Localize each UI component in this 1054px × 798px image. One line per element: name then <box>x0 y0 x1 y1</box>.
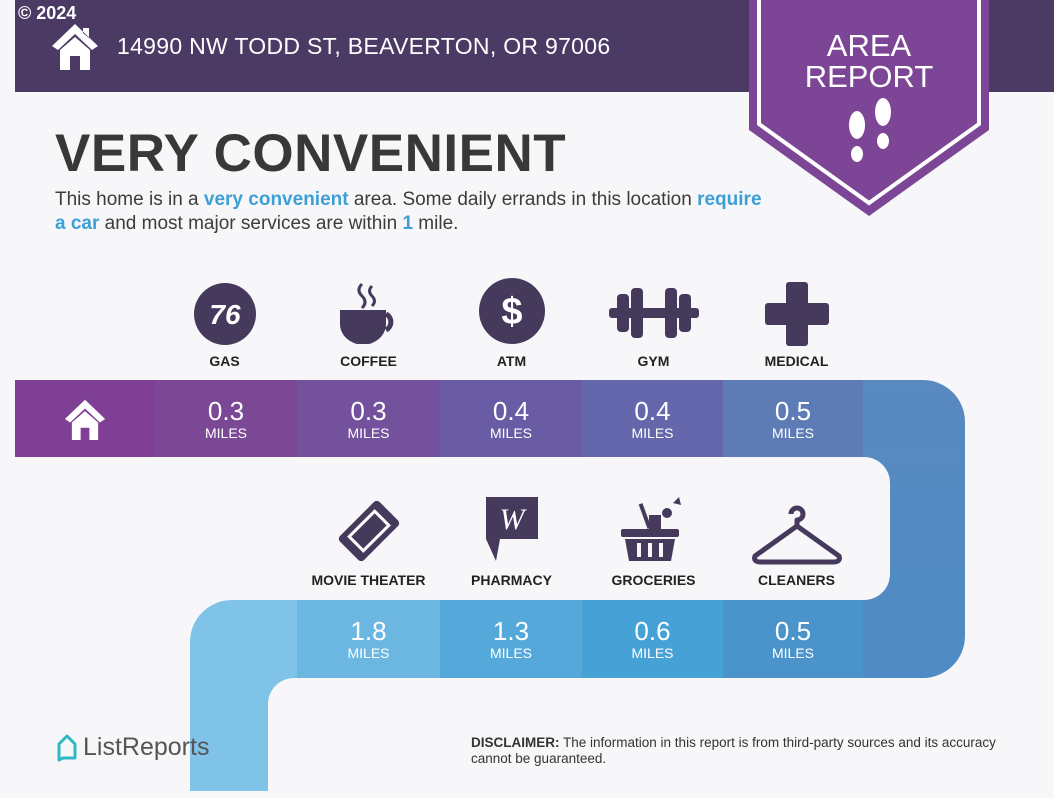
badge-line2: REPORT <box>804 59 934 94</box>
gas-distance: 0.3 MILES <box>155 380 297 457</box>
svg-text:W: W <box>499 503 527 536</box>
medical-label: MEDICAL <box>764 353 829 369</box>
svg-text:$: $ <box>501 291 522 333</box>
gas-label: GAS <box>209 353 240 369</box>
route-gap <box>0 457 890 600</box>
address: 14990 NW TODD ST, BEAVERTON, OR 97006 <box>117 33 611 59</box>
route-gap-bottom <box>268 678 1054 798</box>
dollar-icon: $ <box>440 278 583 344</box>
coffee-distance: 0.3 MILES <box>297 380 440 457</box>
movie-theater-label: MOVIE THEATER <box>311 572 426 588</box>
page-title: VERY CONVENIENT <box>55 124 567 183</box>
basket-icon <box>582 497 725 563</box>
svg-text:76: 76 <box>209 299 241 330</box>
badge-line1: AREA <box>826 28 912 63</box>
description: This home is in a very convenient area. … <box>55 189 762 234</box>
footprints-icon <box>849 98 891 162</box>
copyright: © 2024 <box>18 3 77 23</box>
ticket-icon <box>297 497 440 565</box>
pharmacy-distance: 1.3 MILES <box>440 600 582 678</box>
house-icon <box>64 399 106 440</box>
cleaners-distance: 0.5 MILES <box>723 600 863 678</box>
cleaners-label: CLEANERS <box>757 572 835 588</box>
home-cell <box>15 380 155 457</box>
disclaimer: DISCLAIMER: The information in this repo… <box>471 735 996 766</box>
walgreens-icon: W <box>440 497 583 563</box>
logo-text: ListReports <box>83 733 210 761</box>
movie-theater-distance: 1.8 MILES <box>297 600 440 678</box>
area-report-badge <box>749 0 989 216</box>
coffee-cup-icon <box>297 280 440 344</box>
gym-distance: 0.4 MILES <box>582 380 723 457</box>
listreports-logo-icon <box>57 734 77 761</box>
coffee-label: COFFEE <box>340 353 397 369</box>
pharmacy-label: PHARMACY <box>471 572 552 588</box>
groceries-label: GROCERIES <box>611 572 696 588</box>
hanger-icon <box>725 500 868 566</box>
listreports-logo: ListReports <box>55 733 209 762</box>
house-icon <box>52 24 98 70</box>
gym-label: GYM <box>637 353 670 369</box>
groceries-distance: 0.6 MILES <box>582 600 723 678</box>
dumbbell-icon <box>582 288 725 338</box>
atm-label: ATM <box>496 353 527 369</box>
medical-cross-icon <box>725 282 868 346</box>
medical-distance: 0.5 MILES <box>723 380 863 457</box>
gas-76-icon: 76 <box>153 282 296 346</box>
atm-distance: 0.4 MILES <box>440 380 582 457</box>
badge-text: AREA REPORT <box>749 30 989 92</box>
